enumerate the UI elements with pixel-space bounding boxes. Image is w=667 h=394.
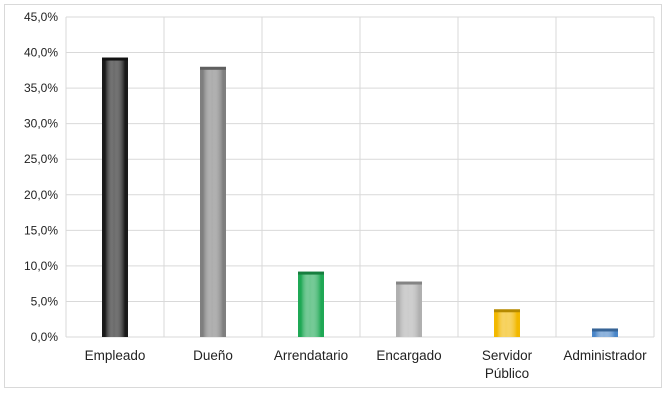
x-tick-label: Arrendatario <box>274 348 348 363</box>
chart-frame: 0,0% 5,0% 10,0% 15,0% 20,0% 25,0% 30,0% 35,0% 40… <box>4 4 662 388</box>
x-tick-label: Empleado <box>85 348 146 363</box>
bar-top-bevel <box>592 328 618 332</box>
bars-layer <box>102 57 618 338</box>
y-tick-label: 35,0% <box>24 81 58 95</box>
x-tick-label: Servidor Público <box>482 348 533 381</box>
bar-highlight <box>497 312 517 337</box>
y-tick-label: 5,0% <box>31 294 59 308</box>
y-tick-label: 45,0% <box>24 10 58 24</box>
y-tick-label: 15,0% <box>24 223 58 237</box>
bar-highlight <box>301 274 321 337</box>
grid-layer <box>65 16 655 338</box>
bar-top-bevel <box>200 66 226 70</box>
x-axis-ticks: Empleado Dueño Arrendatario Encargado Servid… <box>85 348 648 381</box>
x-tick-label: Administrador <box>563 348 647 363</box>
bar-highlight <box>105 60 125 338</box>
y-axis-ticks: 0,0% 5,0% 10,0% 15,0% 20,0% 25,0% 30,0% 35,0% 40… <box>24 10 58 344</box>
bar-highlight <box>203 69 223 338</box>
y-tick-label: 20,0% <box>24 188 58 202</box>
x-tick-label: Encargado <box>376 348 441 363</box>
y-tick-label: 30,0% <box>24 117 58 131</box>
y-tick-label: 0,0% <box>31 330 59 344</box>
bar-highlight <box>595 331 615 337</box>
bar-top-bevel <box>102 57 128 61</box>
bar-top-bevel <box>396 281 422 285</box>
x-tick-label: Dueño <box>193 348 233 363</box>
bar-top-bevel <box>298 271 324 275</box>
bar-highlight <box>399 284 419 337</box>
y-tick-label: 25,0% <box>24 152 58 166</box>
bar-chart: 0,0% 5,0% 10,0% 15,0% 20,0% 25,0% 30,0% 35,0% 40… <box>24 10 655 381</box>
y-tick-label: 10,0% <box>24 259 58 273</box>
y-tick-label: 40,0% <box>24 46 58 60</box>
bar-top-bevel <box>494 309 520 313</box>
